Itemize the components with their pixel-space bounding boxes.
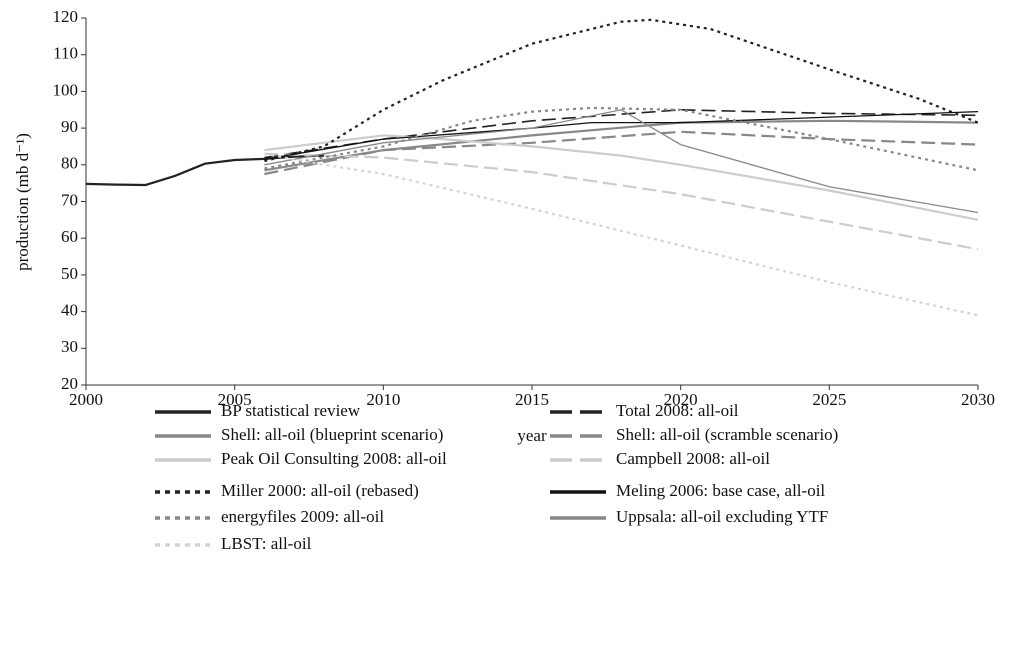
y-tick-label: 30 <box>61 337 78 356</box>
x-tick-label: 2005 <box>218 390 252 409</box>
legend-label: Miller 2000: all-oil (rebased) <box>221 481 419 500</box>
y-tick-label: 110 <box>53 44 78 63</box>
legend-label: BP statistical review <box>221 401 361 420</box>
series-line <box>264 18 979 163</box>
x-tick-label: 2010 <box>366 390 400 409</box>
series-line <box>85 154 324 187</box>
legend-label: Shell: all-oil (scramble scenario) <box>616 425 838 444</box>
legend-label: Total 2008: all-oil <box>616 401 739 420</box>
series-line <box>264 109 979 214</box>
series-line <box>264 108 979 159</box>
series-line <box>264 134 979 221</box>
y-tick-label: 70 <box>61 190 78 209</box>
x-axis-title: year <box>517 426 547 445</box>
legend-label: Shell: all-oil (blueprint scenario) <box>221 425 443 444</box>
legend-label: energyfiles 2009: all-oil <box>221 507 384 526</box>
legend-label: LBST: all-oil <box>221 534 312 553</box>
y-axis-title: production (mb d⁻¹) <box>13 133 32 271</box>
y-tick-label: 100 <box>53 80 79 99</box>
series-line <box>264 152 979 251</box>
x-tick-label: 2020 <box>664 390 698 409</box>
series-line <box>264 152 979 317</box>
y-tick-label: 20 <box>61 374 78 393</box>
y-tick-label: 90 <box>61 117 78 136</box>
x-tick-label: 2000 <box>69 390 103 409</box>
legend-label: Campbell 2008: all-oil <box>616 449 770 468</box>
series-line <box>264 130 979 176</box>
legend-label: Peak Oil Consulting 2008: all-oil <box>221 449 447 468</box>
y-tick-label: 120 <box>53 7 79 26</box>
x-tick-label: 2030 <box>961 390 995 409</box>
y-tick-label: 40 <box>61 301 78 320</box>
x-tick-label: 2015 <box>515 390 549 409</box>
series-line <box>264 106 979 172</box>
series-line <box>264 110 979 160</box>
y-tick-label: 60 <box>61 227 78 246</box>
y-tick-label: 50 <box>61 264 78 283</box>
legend-label: Uppsala: all-oil excluding YTF <box>616 507 828 526</box>
y-tick-label: 80 <box>61 154 78 173</box>
legend-label: Meling 2006: base case, all-oil <box>616 481 825 500</box>
x-tick-label: 2025 <box>812 390 846 409</box>
